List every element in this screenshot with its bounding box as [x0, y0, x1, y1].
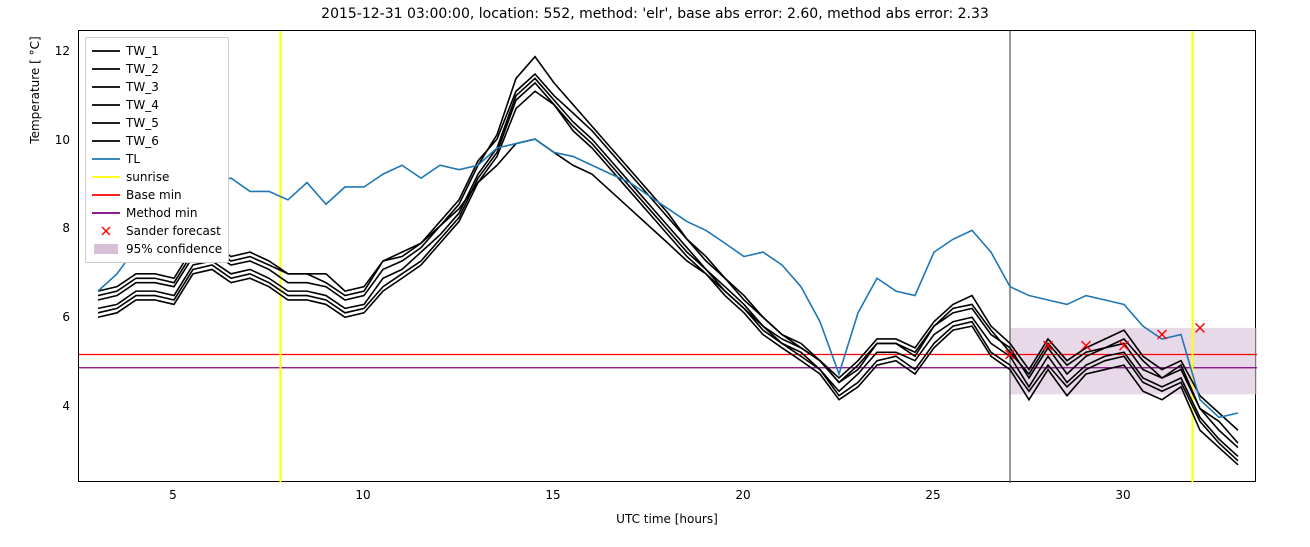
chart-title: 2015-12-31 03:00:00, location: 552, meth… — [0, 6, 1310, 22]
legend-item: TW_2 — [92, 60, 222, 78]
legend-swatch — [92, 134, 120, 148]
legend-label: TW_2 — [126, 62, 159, 76]
y-tick-label: 12 — [55, 44, 70, 58]
y-tick-label: 4 — [62, 399, 70, 413]
legend-label: TW_1 — [126, 44, 159, 58]
legend-swatch — [92, 224, 120, 238]
plot-axes: TW_1 TW_2 TW_3 TW_4 TW_5 TW_6 TL sunrise Base mi… — [78, 30, 1256, 482]
x-tick-label: 25 — [923, 488, 943, 502]
y-axis-label: Temperature [ °C] — [28, 0, 42, 316]
legend-item: Sander forecast — [92, 222, 222, 240]
y-tick-label: 6 — [62, 310, 70, 324]
figure: 2015-12-31 03:00:00, location: 552, meth… — [0, 0, 1310, 547]
legend-label: 95% confidence — [126, 242, 222, 256]
legend-swatch — [92, 242, 120, 256]
legend-label: Base min — [126, 188, 182, 202]
legend-item: TW_6 — [92, 132, 222, 150]
series-TW_4 — [98, 78, 1238, 456]
legend-item: sunrise — [92, 168, 222, 186]
legend-label: TW_4 — [126, 98, 159, 112]
legend-swatch — [92, 62, 120, 76]
confidence-band — [1010, 328, 1257, 394]
legend-swatch — [92, 98, 120, 112]
legend-item: TW_5 — [92, 114, 222, 132]
legend-swatch — [92, 44, 120, 58]
legend-swatch — [92, 206, 120, 220]
legend-label: Method min — [126, 206, 197, 220]
legend-item: TW_4 — [92, 96, 222, 114]
legend-swatch — [92, 116, 120, 130]
legend-label: TW_3 — [126, 80, 159, 94]
legend-swatch — [92, 80, 120, 94]
legend-item: TW_1 — [92, 42, 222, 60]
legend-item: TW_3 — [92, 78, 222, 96]
legend-label: sunrise — [126, 170, 169, 184]
x-tick-label: 10 — [353, 488, 373, 502]
legend: TW_1 TW_2 TW_3 TW_4 TW_5 TW_6 TL sunrise Base mi… — [85, 37, 229, 263]
x-tick-label: 20 — [733, 488, 753, 502]
x-tick-label: 5 — [163, 488, 183, 502]
series-TW_5 — [98, 83, 1238, 461]
x-tick-label: 30 — [1113, 488, 1133, 502]
legend-label: TL — [126, 152, 140, 166]
legend-swatch — [92, 170, 120, 184]
legend-label: TW_5 — [126, 116, 159, 130]
legend-swatch — [92, 152, 120, 166]
legend-item: TL — [92, 150, 222, 168]
plot-svg — [79, 31, 1257, 483]
legend-swatch — [92, 188, 120, 202]
legend-label: TW_6 — [126, 134, 159, 148]
y-tick-label: 10 — [55, 133, 70, 147]
legend-item: Method min — [92, 204, 222, 222]
legend-item: 95% confidence — [92, 240, 222, 258]
legend-item: Base min — [92, 186, 222, 204]
y-tick-label: 8 — [62, 221, 70, 235]
legend-label: Sander forecast — [126, 224, 221, 238]
x-tick-label: 15 — [543, 488, 563, 502]
x-axis-label: UTC time [hours] — [78, 512, 1256, 526]
